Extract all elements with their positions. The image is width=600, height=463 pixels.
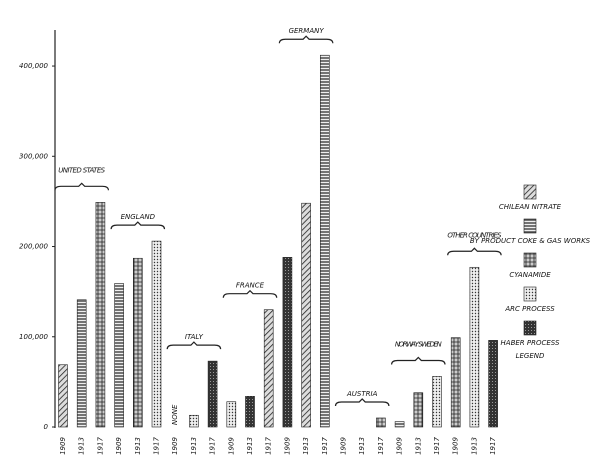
group-label: FRANCE [236,282,265,290]
legend-label: BY PRODUCT COKE & GAS WORKS [470,237,591,245]
group-label: ENGLAND [121,213,156,221]
legend-label: CHILEAN NITRATE [499,203,562,211]
x-tick-label: 1917 [96,437,104,455]
bar [95,202,106,428]
group-brace [222,289,278,298]
x-tick-label: 1917 [209,437,217,455]
group-label: ITALY [185,333,204,341]
x-tick-label: 1917 [489,437,497,455]
x-tick-label: 1909 [340,437,348,455]
x-tick-label: 1913 [358,437,366,455]
x-tick-label: 1909 [452,437,460,455]
y-tick-label: 200,000 [19,243,48,251]
x-tick-label: 1913 [246,437,254,455]
bar [376,417,386,428]
legend-swatch [523,252,537,268]
bar [301,202,311,428]
bar [151,240,162,428]
x-tick-label: 1909 [227,437,235,455]
bar [58,364,68,428]
group-label: UNITED STATES [58,166,105,174]
y-tick-label: 300,000 [19,152,48,160]
group-label: GERMANY [289,27,325,35]
x-tick-label: 1909 [171,437,179,455]
bar [394,421,405,428]
bar [76,299,87,428]
legend-swatch [523,184,537,200]
y-tick-label: 0 [44,423,49,431]
bar [469,266,480,428]
x-tick-label: 1917 [153,437,161,455]
legend-label: CYANAMIDE [509,271,551,279]
bar [207,360,218,428]
x-tick-label: 1913 [302,437,310,455]
x-tick-label: 1917 [265,437,273,455]
x-tick-label: 1913 [414,437,422,455]
group-label: AUSTRIA [346,390,378,398]
x-tick-label: 1909 [115,437,123,455]
x-tick-label: 1913 [78,437,86,455]
bar [263,309,274,428]
y-tick-label: 400,000 [19,62,48,70]
bar [450,337,461,428]
bar [282,257,293,428]
x-tick-label: 1913 [134,437,142,455]
bar [133,257,143,428]
legend-swatch [523,320,537,336]
value-label: NONE [171,404,179,425]
bar [226,401,237,428]
group-brace [166,341,222,350]
group-brace [278,35,334,44]
bar [319,54,330,428]
x-tick-label: 1909 [59,437,67,455]
legend-label: ARC PROCESS [504,305,555,313]
x-tick-label: 1909 [283,437,291,455]
bar [189,414,199,428]
group-brace [110,221,166,230]
x-tick-label: 1917 [321,437,329,455]
legend-swatch [523,286,537,302]
bar [114,283,124,428]
x-tick-label: 1913 [190,437,198,455]
x-tick-label: 1913 [470,437,478,455]
legend-swatch [523,218,537,234]
y-tick-label: 100,000 [19,333,48,341]
legend-label: HABER PROCESS [501,339,560,347]
bar [413,392,424,428]
bar [488,340,498,428]
x-tick-label: 1917 [377,437,385,455]
legend-title: LEGEND [516,352,545,360]
group-brace [391,356,446,365]
group-brace [447,247,502,256]
group-label: NORWAY SWEDEN [395,340,443,348]
x-tick-label: 1917 [433,437,441,455]
x-tick-label: 1909 [396,437,404,455]
bar [432,376,442,428]
bar [245,396,255,428]
group-brace [54,182,109,191]
group-label: OTHER COUNTRIES [447,231,502,239]
group-brace [334,398,390,407]
